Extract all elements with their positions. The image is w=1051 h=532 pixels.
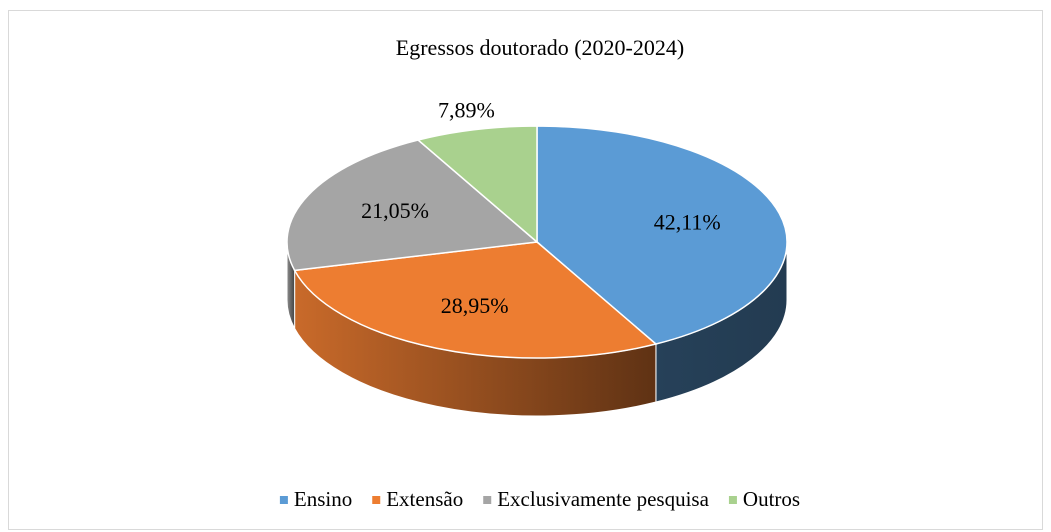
- legend-label: Outros: [743, 487, 800, 511]
- data-label: 7,89%: [438, 98, 495, 123]
- legend-label: Ensino: [294, 487, 352, 511]
- slice: [286, 139, 539, 272]
- data-label: 42,11%: [654, 209, 721, 234]
- legend-label: Extensão: [386, 487, 463, 511]
- legend-swatch: [483, 496, 492, 504]
- slice: [416, 125, 538, 244]
- slice: [536, 125, 788, 345]
- legend-label: Exclusivamente pesquisa: [497, 487, 709, 511]
- legend-swatch: [728, 496, 737, 504]
- slice: [293, 241, 658, 359]
- legend-swatch: [372, 496, 381, 504]
- data-label: 28,95%: [441, 293, 509, 318]
- chart-title: Egressos doutorado (2020-2024): [396, 35, 684, 60]
- data-label: 21,05%: [361, 198, 429, 223]
- legend-swatch: [279, 496, 288, 504]
